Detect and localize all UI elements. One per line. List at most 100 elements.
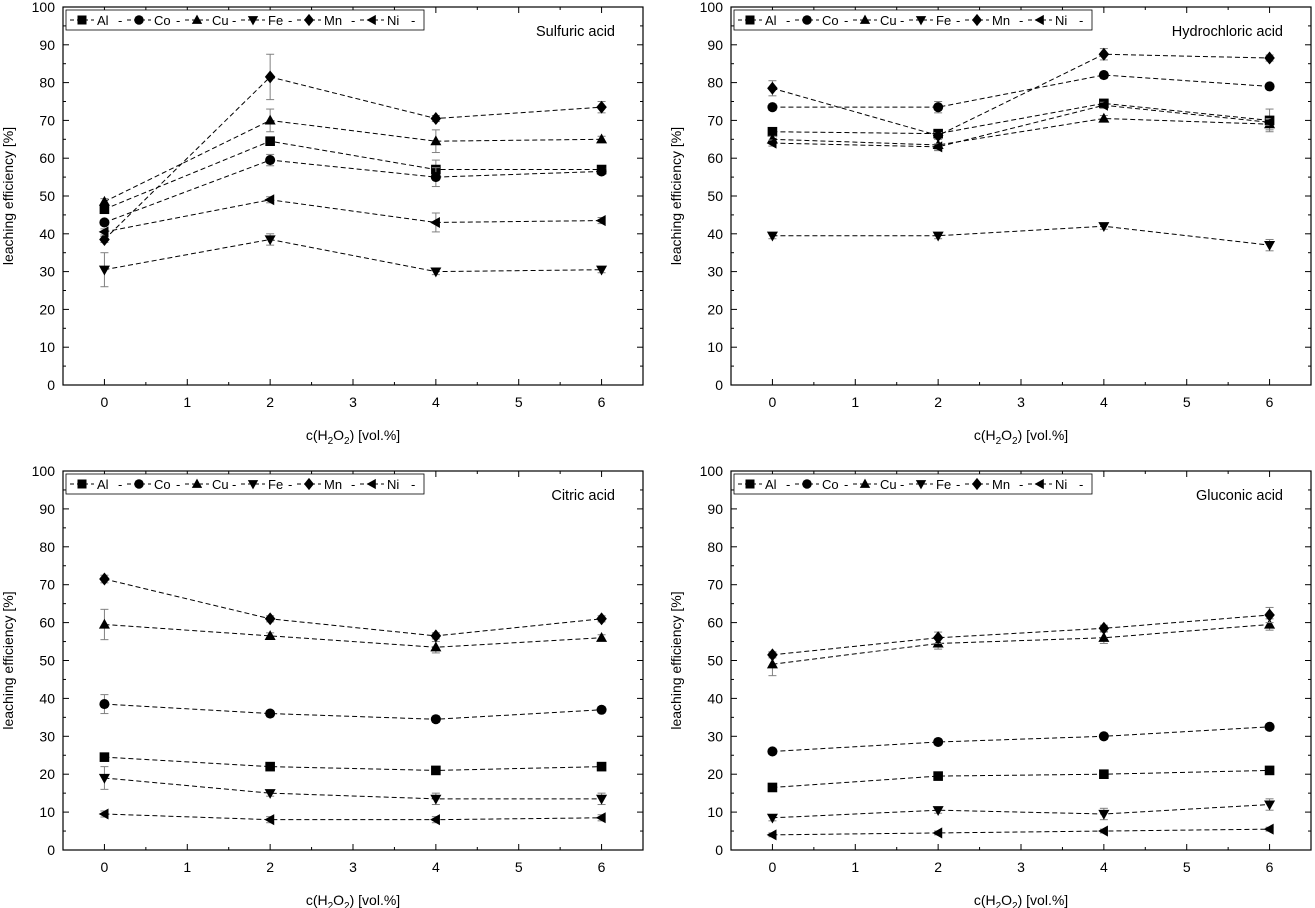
x-axis-title-part: 2 bbox=[996, 436, 1002, 447]
y-tick-label: 40 bbox=[707, 690, 723, 706]
legend-label: Mn bbox=[324, 13, 342, 28]
y-tick-label: 80 bbox=[707, 539, 723, 555]
data-point-cu bbox=[1098, 632, 1110, 642]
series-mn bbox=[99, 53, 607, 246]
legend-separator: - bbox=[351, 13, 355, 28]
data-point-fe bbox=[430, 794, 442, 805]
data-point-co bbox=[265, 708, 276, 719]
legend-item-co: Co - bbox=[127, 477, 180, 492]
legend-item-mn: Mn - bbox=[297, 13, 355, 28]
y-tick-label: 90 bbox=[707, 501, 723, 517]
x-tick-label: 1 bbox=[851, 394, 859, 410]
legend-label: Fe bbox=[268, 477, 283, 492]
x-tick-label: 4 bbox=[432, 859, 440, 875]
series-line-fe bbox=[772, 804, 1270, 819]
series-line-al bbox=[772, 769, 1270, 788]
data-point-cu bbox=[430, 135, 442, 146]
x-tick-label: 0 bbox=[101, 859, 109, 875]
data-point-fe bbox=[932, 231, 944, 242]
x-axis-title: c(H2O2) [vol.%] bbox=[974, 427, 1068, 447]
data-point-co bbox=[265, 155, 276, 166]
data-point-mn bbox=[264, 70, 276, 84]
legend-label: Fe bbox=[268, 13, 283, 28]
y-tick-label: 80 bbox=[39, 539, 55, 555]
x-axis-title-part: c(H bbox=[974, 427, 996, 443]
data-point-fe bbox=[932, 806, 944, 816]
series-line-cu bbox=[104, 623, 602, 648]
series-line-cu bbox=[772, 623, 1270, 665]
y-tick-label: 100 bbox=[32, 0, 56, 15]
x-tick-label: 3 bbox=[1017, 394, 1025, 410]
data-point-ni bbox=[1098, 99, 1108, 111]
y-axis-title: leaching efficiency [%] bbox=[668, 127, 684, 265]
panel-title: Hydrochloric acid bbox=[1172, 24, 1283, 40]
legend-label: Al bbox=[97, 477, 109, 492]
legend-item-co: Co - bbox=[127, 13, 180, 28]
data-point-cu bbox=[98, 618, 110, 629]
y-tick-label: 100 bbox=[700, 463, 724, 479]
data-point-ni bbox=[98, 226, 109, 238]
y-tick-label: 10 bbox=[707, 804, 723, 820]
data-point-al bbox=[767, 126, 778, 137]
legend-marker bbox=[247, 480, 259, 490]
legend-item-mn: Mn - bbox=[297, 477, 355, 492]
data-point-ni bbox=[430, 216, 440, 228]
data-point-fe bbox=[264, 789, 276, 799]
data-point-co bbox=[99, 699, 110, 710]
x-axis-title: c(H2O2) [vol.%] bbox=[306, 427, 400, 447]
legend-marker bbox=[191, 14, 203, 24]
plot-frame bbox=[730, 470, 1312, 851]
x-tick-label: 4 bbox=[432, 394, 440, 410]
panel-title: Citric acid bbox=[551, 488, 615, 504]
series-co bbox=[99, 694, 607, 725]
legend-marker bbox=[304, 13, 314, 27]
y-tick-label: 0 bbox=[47, 842, 55, 858]
data-point-ni bbox=[932, 141, 943, 153]
legend-item-mn: Mn - bbox=[965, 13, 1023, 28]
x-tick-label: 0 bbox=[101, 394, 109, 410]
data-point-ni bbox=[932, 827, 943, 839]
series-line-co bbox=[772, 74, 1270, 108]
y-tick-label: 20 bbox=[39, 766, 55, 782]
series-mn bbox=[767, 606, 1275, 662]
legend-label: Ni bbox=[387, 477, 399, 492]
data-point-cu bbox=[98, 195, 110, 206]
series-fe bbox=[766, 798, 1276, 824]
y-tick-label: 40 bbox=[39, 226, 55, 242]
x-tick-label: 3 bbox=[349, 859, 357, 875]
legend-marker bbox=[366, 478, 376, 490]
series-line-ni bbox=[772, 104, 1270, 148]
data-point-ni bbox=[264, 194, 275, 206]
data-point-mn bbox=[99, 572, 110, 586]
x-axis-title-part: 2 bbox=[1012, 901, 1018, 908]
x-tick-label: 6 bbox=[598, 394, 606, 410]
x-axis-title-part: O bbox=[333, 427, 344, 443]
data-point-fe bbox=[1264, 800, 1276, 811]
data-point-cu bbox=[1098, 112, 1110, 123]
series-mn bbox=[767, 47, 1275, 142]
legend-item-al: Al - bbox=[70, 477, 122, 492]
y-tick-label: 50 bbox=[707, 653, 723, 669]
y-tick-label: 80 bbox=[707, 75, 723, 91]
legend-marker bbox=[745, 479, 755, 489]
data-point-mn bbox=[1264, 51, 1275, 65]
y-tick-label: 30 bbox=[39, 264, 55, 280]
y-tick-label: 60 bbox=[39, 150, 55, 166]
data-point-mn bbox=[596, 612, 607, 626]
x-tick-label: 2 bbox=[266, 394, 274, 410]
series-line-mn bbox=[772, 614, 1270, 656]
y-tick-label: 20 bbox=[39, 301, 55, 317]
panel-title: Sulfuric acid bbox=[536, 24, 615, 40]
legend-label: Al bbox=[765, 477, 777, 492]
x-axis-title: c(H2O2) [vol.%] bbox=[306, 892, 400, 908]
data-point-co bbox=[933, 736, 944, 748]
x-tick-label: 3 bbox=[349, 394, 357, 410]
legend-marker bbox=[972, 13, 982, 27]
series-line-co bbox=[104, 703, 602, 720]
legend-separator: - bbox=[956, 13, 960, 28]
data-point-al bbox=[99, 752, 110, 762]
data-point-mn bbox=[767, 81, 778, 95]
legend-separator: - bbox=[900, 13, 904, 28]
legend-marker bbox=[1034, 14, 1044, 26]
